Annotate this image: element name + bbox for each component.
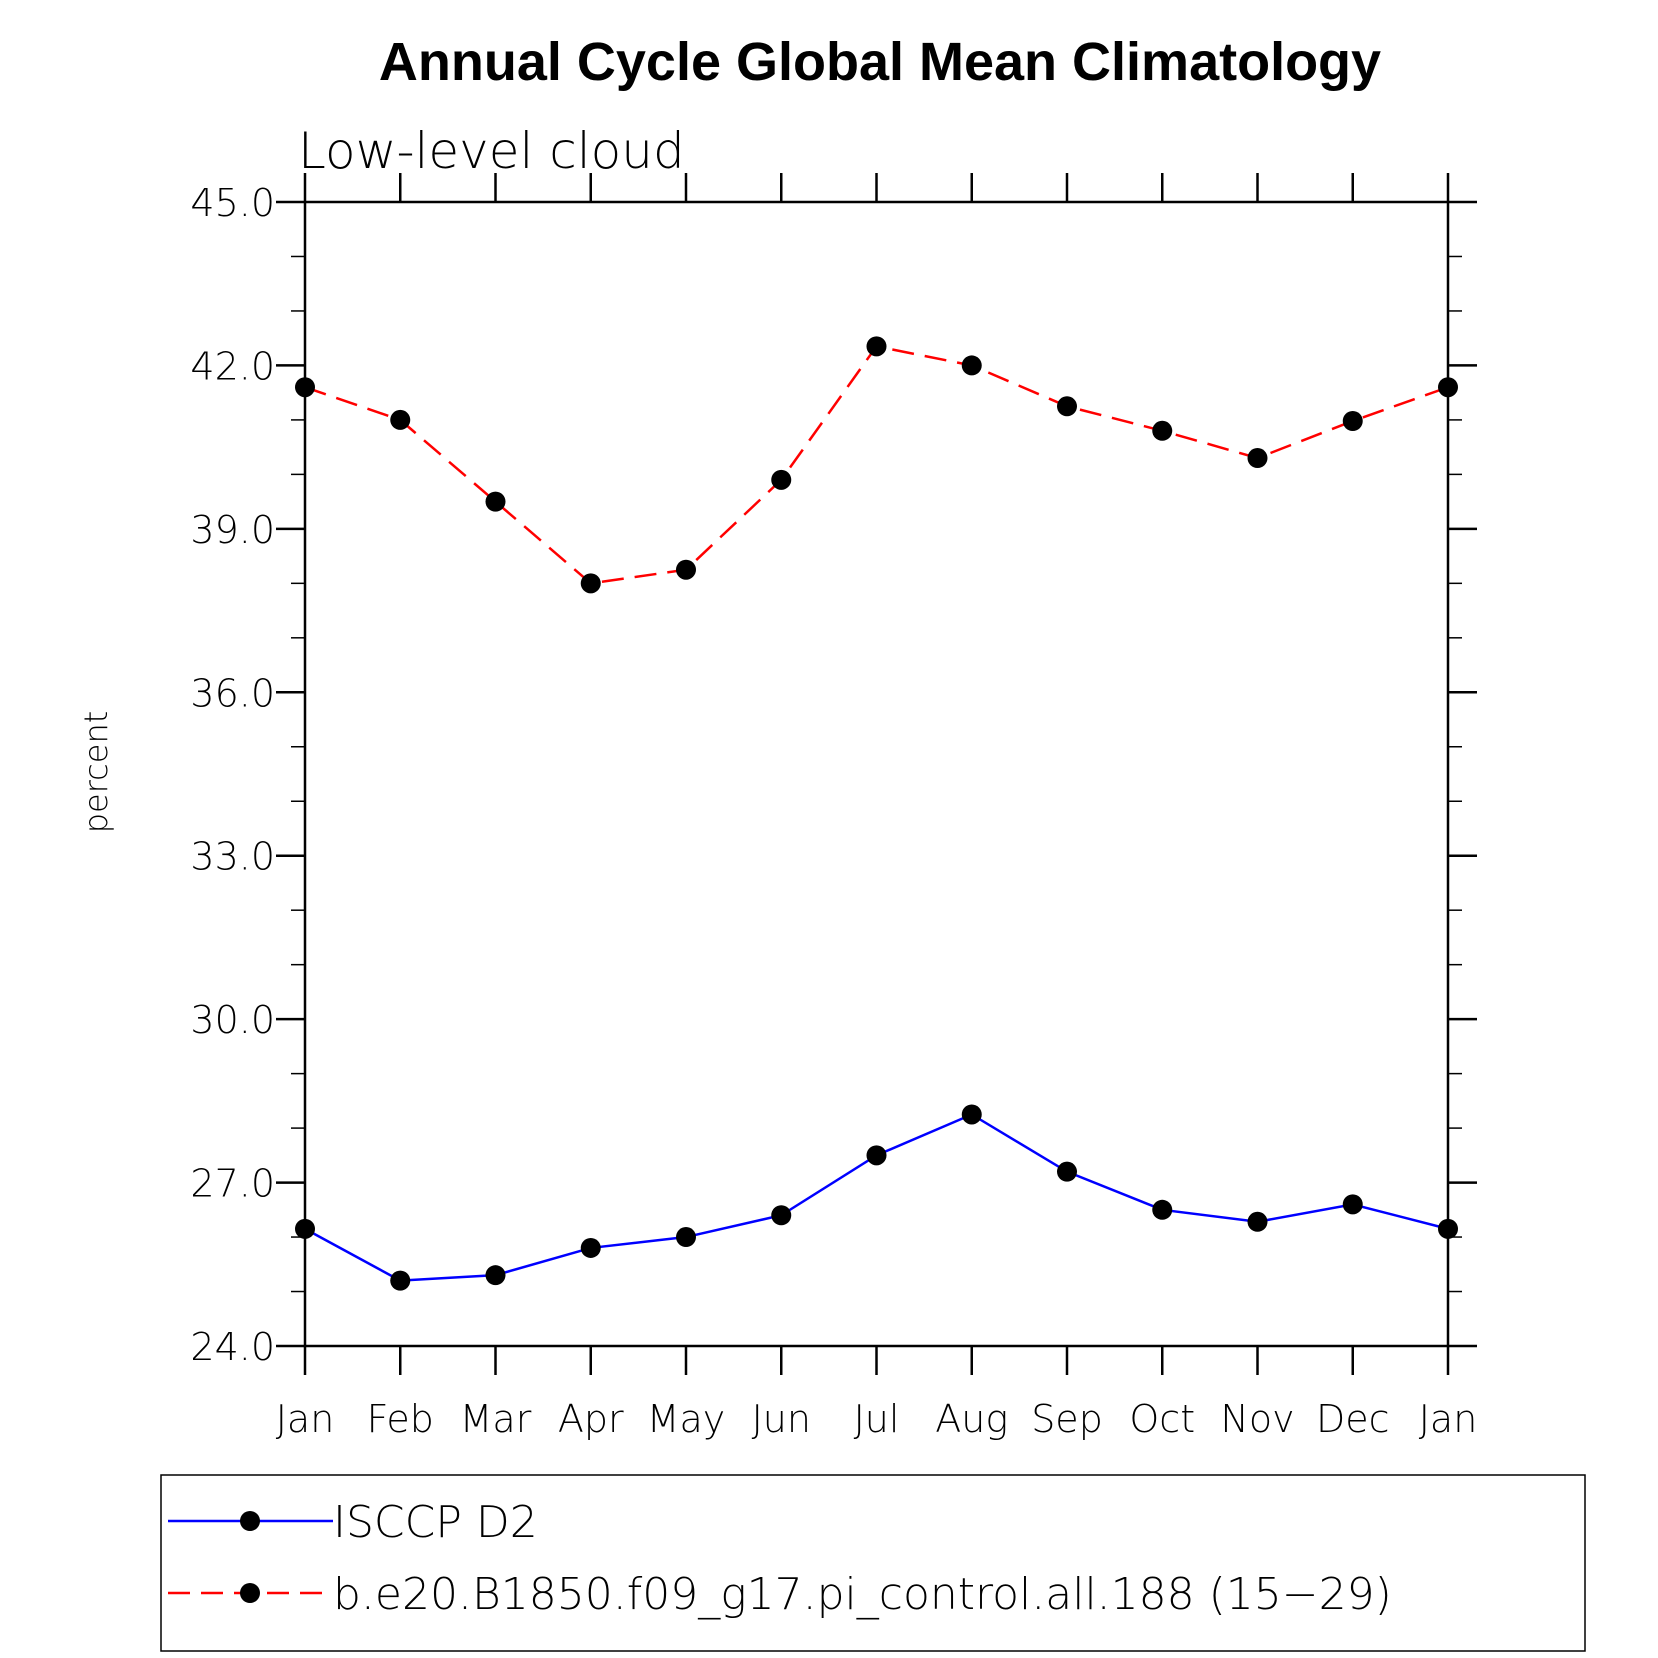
data-point-1 bbox=[390, 409, 411, 430]
data-point-1 bbox=[580, 573, 601, 594]
y-tick-label: 33.0 bbox=[190, 835, 275, 879]
legend-marker-model bbox=[240, 1583, 260, 1603]
y-axis-label: percent bbox=[77, 711, 115, 834]
y-tick-label: 45.0 bbox=[190, 181, 275, 225]
data-point-1 bbox=[866, 336, 887, 357]
x-tick-label: Nov bbox=[1220, 1397, 1294, 1441]
legend-label-isccp: ISCCP D2 bbox=[333, 1497, 538, 1548]
x-tick-labels: Jan Feb Mar Apr May Jun Jul Aug Sep Oct Nov Dec Jan bbox=[276, 1397, 1478, 1441]
x-tick-label: Jun bbox=[752, 1397, 811, 1441]
data-point-0 bbox=[1057, 1161, 1077, 1182]
x-tick-label: Sep bbox=[1031, 1397, 1103, 1441]
y-tick-label: 27.0 bbox=[190, 1162, 275, 1206]
series-line-0 bbox=[304, 1113, 1449, 1282]
data-point-0 bbox=[1247, 1211, 1268, 1232]
x-tick-label: Mar bbox=[460, 1397, 532, 1441]
x-tick-label: Jul bbox=[854, 1397, 900, 1441]
plot-area-border bbox=[303, 200, 1450, 1348]
x-tick-label: Aug bbox=[935, 1397, 1008, 1441]
chart-subtitle: Low-level cloud bbox=[298, 122, 685, 180]
data-point-0 bbox=[1342, 1194, 1363, 1215]
y-tick-label: 36.0 bbox=[190, 671, 275, 715]
y-tick-label: 24.0 bbox=[190, 1325, 275, 1369]
x-tick-label: May bbox=[647, 1397, 726, 1441]
y-tick-labels: 24.0 27.0 30.0 33.0 36.0 39.0 42.0 45.0 bbox=[190, 181, 275, 1369]
data-point-1 bbox=[485, 491, 506, 512]
data-point-1 bbox=[295, 377, 315, 398]
x-tick-label: Oct bbox=[1129, 1397, 1195, 1441]
chart-title: Annual Cycle Global Mean Climatology bbox=[379, 32, 1381, 92]
legend: ISCCP D2 b.e20.B1850.f09_g17.pi_control.… bbox=[160, 1474, 1586, 1652]
x-tick-label: Dec bbox=[1316, 1397, 1390, 1441]
data-point-1 bbox=[771, 469, 792, 490]
data-point-0 bbox=[961, 1104, 982, 1125]
data-point-0 bbox=[390, 1270, 411, 1291]
series-line-1 bbox=[304, 344, 1449, 585]
plot-frame bbox=[303, 200, 1450, 1348]
data-point-1 bbox=[1247, 448, 1268, 469]
data-point-0 bbox=[866, 1145, 887, 1166]
legend-marker-isccp bbox=[240, 1511, 260, 1531]
data-point-1 bbox=[1152, 420, 1173, 441]
data-point-0 bbox=[771, 1205, 792, 1226]
y-tick-label: 30.0 bbox=[190, 998, 275, 1042]
legend-box bbox=[160, 1474, 1586, 1652]
data-point-0 bbox=[485, 1265, 506, 1286]
data-point-1 bbox=[1438, 377, 1458, 398]
data-point-0 bbox=[295, 1218, 315, 1239]
x-tick-label: Feb bbox=[367, 1397, 434, 1441]
series-layer bbox=[295, 336, 1458, 1291]
y-tick-label: 42.0 bbox=[190, 344, 275, 388]
data-point-0 bbox=[580, 1237, 601, 1258]
data-point-1 bbox=[676, 559, 696, 580]
data-point-1 bbox=[1342, 410, 1363, 431]
x-tick-label: Jan bbox=[1419, 1397, 1478, 1441]
data-point-0 bbox=[676, 1227, 696, 1248]
data-point-0 bbox=[1152, 1199, 1173, 1220]
data-point-0 bbox=[1438, 1218, 1458, 1239]
data-point-1 bbox=[1057, 396, 1077, 417]
x-tick-label: Apr bbox=[558, 1397, 624, 1441]
axis-ticks bbox=[276, 173, 1477, 1375]
legend-label-model: b.e20.B1850.f09_g17.pi_control.all.188 (… bbox=[333, 1569, 1392, 1620]
x-tick-label: Jan bbox=[276, 1397, 335, 1441]
data-point-1 bbox=[961, 355, 982, 376]
y-tick-label: 39.0 bbox=[190, 508, 275, 552]
